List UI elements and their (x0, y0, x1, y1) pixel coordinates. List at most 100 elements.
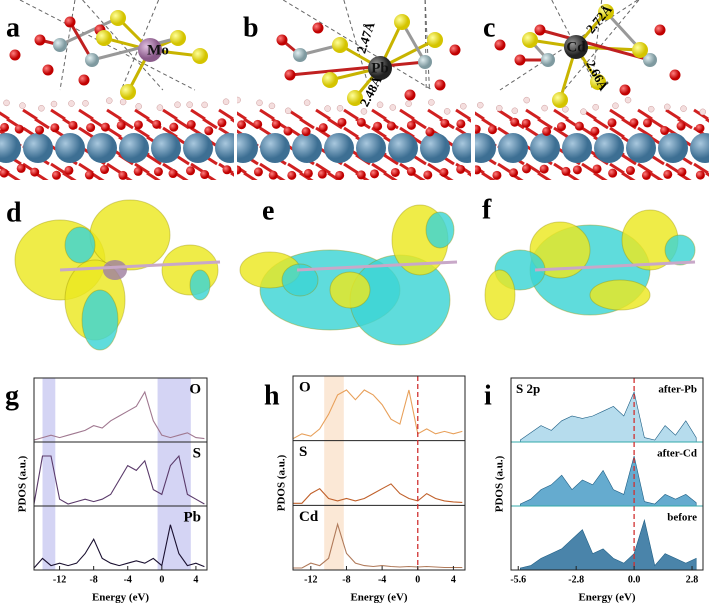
bond (371, 126, 387, 139)
isosurface (103, 260, 127, 280)
isosurface (329, 271, 371, 309)
oxygen (510, 117, 520, 127)
oxygen (78, 74, 90, 86)
carbon (643, 53, 657, 67)
panel-letter: b (243, 12, 259, 43)
oxygen (237, 120, 247, 130)
oxygen (404, 89, 416, 101)
hydrogen (201, 101, 208, 109)
hydrogen (664, 103, 671, 111)
oxygen (390, 167, 400, 177)
oxygen (534, 24, 546, 36)
sulfur (120, 84, 136, 100)
bond (593, 171, 608, 180)
oxygen (276, 34, 288, 46)
hydrogen (477, 101, 484, 109)
panel-letter: g (5, 380, 19, 411)
bond (68, 21, 94, 61)
bond (427, 108, 443, 121)
hbond (563, 0, 640, 91)
oxygen (654, 24, 666, 36)
isosurface (425, 211, 455, 249)
x-tick-label: 4 (193, 574, 198, 585)
hydrogen (680, 105, 687, 112)
oxygen (152, 119, 162, 129)
bond (237, 111, 247, 121)
oxygen (492, 170, 502, 180)
oxygen (217, 118, 227, 128)
plot-frame (33, 377, 208, 571)
oxygen (50, 123, 60, 133)
oxygen (695, 170, 705, 180)
oxygen (475, 124, 481, 134)
hydrogen (268, 102, 276, 110)
bond (218, 108, 234, 121)
bond (371, 162, 387, 175)
hydrogen (511, 107, 519, 115)
bond (296, 260, 458, 272)
bond (146, 153, 162, 166)
panel-letter: e (262, 195, 274, 226)
oxygen (283, 126, 293, 136)
hbond (59, 0, 76, 91)
plot-frame (510, 377, 704, 571)
oxygen (200, 170, 210, 180)
x-axis-title: Energy (eV) (92, 592, 149, 604)
oxygen (84, 170, 94, 180)
oxygen (222, 165, 232, 175)
oxygen (556, 122, 566, 132)
isosurface (89, 199, 171, 271)
oxygen (539, 164, 549, 174)
oxygen (590, 126, 600, 136)
oxygen (153, 167, 163, 177)
x-tick-label: 0 (159, 574, 164, 585)
hydrogen (186, 101, 193, 108)
pdos-area (519, 518, 697, 571)
series-label: S (193, 445, 201, 461)
bond (146, 171, 161, 180)
bond (693, 162, 709, 175)
bond (467, 117, 471, 123)
bond-length: 2.66Å (583, 58, 612, 94)
bond (134, 126, 150, 139)
oxygen (337, 117, 347, 127)
pdos-line (33, 390, 205, 441)
bond (383, 171, 398, 180)
oxygen (237, 165, 242, 175)
bond (134, 162, 150, 175)
slab-atom (215, 133, 234, 163)
slab-atom (356, 133, 386, 163)
hydrogen (324, 105, 331, 112)
bond (190, 108, 206, 121)
slab-atom (151, 133, 181, 163)
bond (637, 162, 653, 175)
metal-atom (564, 35, 588, 59)
bond (315, 108, 331, 121)
bond (50, 162, 66, 175)
highlight-band (157, 378, 191, 570)
oxygen (68, 120, 78, 130)
isosurface (529, 221, 591, 279)
slab-atom (420, 133, 450, 163)
slab-atom (183, 133, 213, 163)
sulfur (522, 32, 538, 48)
metal-atom (368, 56, 392, 80)
oxygen (440, 118, 450, 128)
bond (299, 117, 315, 130)
oxygen (561, 166, 571, 176)
oxygen (592, 164, 602, 174)
bond (62, 171, 77, 180)
sulfur (394, 14, 410, 30)
sulfur (170, 30, 186, 46)
hbond (120, 0, 160, 91)
series-label: S (299, 444, 307, 460)
oxygen (186, 166, 196, 176)
hydrogen (541, 104, 548, 112)
bond (609, 108, 625, 121)
hydrogen (50, 100, 58, 108)
metal-atom (138, 38, 162, 62)
x-tick-label: 4 (451, 574, 456, 585)
oxygen (608, 168, 618, 178)
